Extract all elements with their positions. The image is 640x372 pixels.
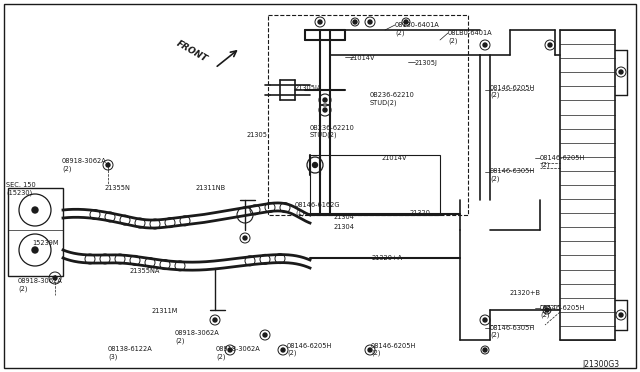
Text: 08918-3062A
(2): 08918-3062A (2)	[216, 346, 260, 359]
Text: 08918-3062A
(2): 08918-3062A (2)	[175, 330, 220, 343]
Circle shape	[548, 43, 552, 47]
Text: 08146-6205H
(2): 08146-6205H (2)	[371, 343, 417, 356]
Text: 21305JA: 21305JA	[295, 85, 323, 91]
Text: 08146-6205H
(2): 08146-6205H (2)	[490, 85, 536, 99]
Circle shape	[281, 348, 285, 352]
Text: 21320+A: 21320+A	[372, 255, 403, 261]
Text: 08138-6122A
(3): 08138-6122A (3)	[108, 346, 153, 359]
Text: 0B236-62210
STUD(2): 0B236-62210 STUD(2)	[310, 125, 355, 138]
Text: 21305: 21305	[247, 132, 268, 138]
Circle shape	[53, 276, 57, 280]
Text: 08130-6401A
(2): 08130-6401A (2)	[395, 22, 440, 35]
Text: 21311M: 21311M	[152, 308, 179, 314]
Text: 21304: 21304	[334, 214, 355, 220]
Text: 21311NB: 21311NB	[196, 185, 226, 191]
Text: FRONT: FRONT	[175, 39, 209, 64]
Circle shape	[368, 20, 372, 24]
Text: 08146-6205H
(2): 08146-6205H (2)	[540, 155, 586, 169]
Circle shape	[619, 70, 623, 74]
Circle shape	[619, 313, 623, 317]
Text: J21300G3: J21300G3	[582, 360, 619, 369]
Circle shape	[368, 348, 372, 352]
Circle shape	[106, 163, 110, 167]
Text: 08146-6305H
(2): 08146-6305H (2)	[490, 168, 535, 182]
Text: 0B236-62210
STUD(2): 0B236-62210 STUD(2)	[370, 92, 415, 106]
Circle shape	[545, 308, 549, 312]
Text: 08146-6205H
(2): 08146-6205H (2)	[540, 305, 586, 318]
Text: 21320: 21320	[410, 210, 431, 216]
Circle shape	[228, 348, 232, 352]
Bar	[268, 15, 468, 215]
Circle shape	[483, 43, 487, 47]
Circle shape	[32, 207, 38, 213]
Circle shape	[353, 20, 357, 24]
Text: 15239M: 15239M	[32, 240, 58, 246]
Circle shape	[323, 98, 327, 102]
Text: 21304: 21304	[334, 224, 355, 230]
Text: 21305J: 21305J	[415, 60, 438, 66]
Circle shape	[213, 318, 217, 322]
Text: 08918-3062A
(2): 08918-3062A (2)	[62, 158, 107, 171]
Text: 08918-3062A
(2): 08918-3062A (2)	[18, 278, 63, 292]
Circle shape	[318, 20, 322, 24]
Text: 21320+B: 21320+B	[510, 290, 541, 296]
Bar	[8, 188, 63, 276]
Circle shape	[312, 163, 317, 167]
Circle shape	[263, 333, 267, 337]
Circle shape	[404, 20, 408, 24]
Text: 21014V: 21014V	[350, 55, 376, 61]
Text: 08146-6205H
(2): 08146-6205H (2)	[287, 343, 332, 356]
Text: 21014V: 21014V	[382, 155, 408, 161]
Circle shape	[243, 236, 247, 240]
Circle shape	[323, 108, 327, 112]
Bar	[310, 155, 440, 215]
Text: 08146-6305H
(2): 08146-6305H (2)	[490, 325, 535, 339]
Text: 21355NA: 21355NA	[130, 268, 161, 274]
Circle shape	[32, 247, 38, 253]
Circle shape	[483, 348, 487, 352]
Text: 08146-6162G
(1): 08146-6162G (1)	[295, 202, 340, 215]
Circle shape	[483, 318, 487, 322]
Text: 08LB0-6401A
(2): 08LB0-6401A (2)	[448, 30, 493, 44]
Text: 21355N: 21355N	[105, 185, 131, 191]
Text: SEC. 150
(15230): SEC. 150 (15230)	[6, 182, 36, 196]
